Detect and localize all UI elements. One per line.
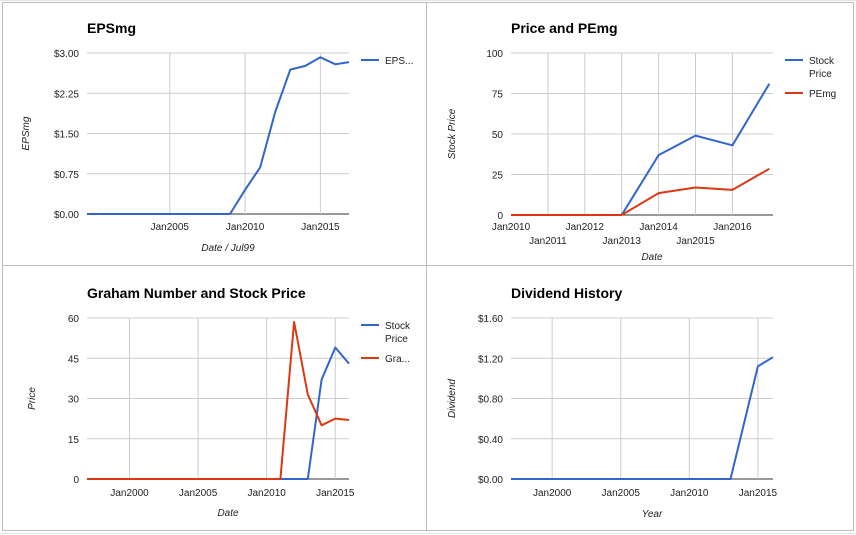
y-tick-label: 60 (68, 314, 80, 325)
y-tick-label: 75 (492, 90, 504, 101)
y-axis-label: Dividend (447, 379, 458, 418)
y-tick-label: $1.20 (478, 354, 503, 365)
series-line-eps (87, 56, 350, 215)
y-tick-label: $0.40 (478, 435, 503, 446)
x-tick-label: Jan2014 (639, 222, 678, 233)
y-tick-label: $0.00 (478, 475, 503, 486)
chart-title: Graham Number and Stock Price (87, 285, 306, 301)
price-pe-chart: Price and PEmg 0 25 50 75 100 Jan2010 Jan2011 Ja… (447, 20, 836, 263)
x-tick-label: Jan2000 (110, 488, 149, 499)
x-tick-label: Jan2011 (529, 236, 567, 247)
y-tick-label: $3.00 (54, 49, 79, 60)
y-tick-label: 15 (68, 435, 80, 446)
x-tick-label: Jan2010 (226, 222, 265, 233)
legend-label: Gra... (385, 354, 410, 365)
y-axis-label: EPSmg (21, 116, 32, 150)
x-axis-label: Date (641, 252, 663, 263)
y-tick-label: 100 (486, 49, 503, 60)
y-axis-label: Stock Price (447, 108, 458, 159)
x-axis-label: Date (217, 508, 239, 519)
series-line-dividend (511, 356, 774, 480)
series-line-gra (87, 321, 350, 480)
x-tick-label: Jan2005 (602, 488, 641, 499)
chart-title: Dividend History (511, 285, 622, 301)
y-tick-label: $1.60 (478, 314, 503, 325)
background-divider (0, 533, 856, 534)
y-axis-label: Price (27, 387, 38, 410)
chart-panel-price: Price and PEmg 0 25 50 75 100 Jan2010 Jan2011 Ja… (426, 2, 854, 266)
y-tick-label: $0.80 (478, 395, 503, 406)
y-tick-label: $0.00 (54, 210, 79, 221)
x-tick-label: Jan2013 (603, 236, 642, 247)
y-tick-label: 0 (497, 211, 503, 222)
chart-panel-eps: EPSmg $0.00 $0.75 $1.50 $2.25 $3.00 Jan2005 Jan… (2, 2, 427, 266)
chart-title: EPSmg (87, 20, 136, 36)
x-tick-label: Jan2015 (316, 488, 355, 499)
x-tick-label: Jan2005 (179, 488, 218, 499)
y-tick-label: 45 (68, 354, 80, 365)
x-tick-label: Jan2010 (670, 488, 709, 499)
x-tick-label: Jan2010 (492, 222, 531, 233)
x-tick-label: Jan2010 (248, 488, 287, 499)
x-axis-label: Year (642, 509, 663, 520)
y-tick-label: 50 (492, 130, 504, 141)
series-line-stock-price (511, 83, 771, 216)
legend-label: EPS... (385, 56, 413, 67)
chart-panel-dividend: Dividend History $0.00 $0.40 $0.80 $1.20 $1.6… (426, 265, 854, 531)
y-tick-label: $2.25 (54, 89, 79, 100)
dividend-chart: Dividend History $0.00 $0.40 $0.80 $1.20 $1.6… (447, 285, 778, 520)
y-tick-label: $1.50 (54, 130, 79, 141)
y-tick-label: $0.75 (54, 170, 79, 181)
x-tick-label: Jan2015 (301, 222, 340, 233)
legend-label: Stock Price (809, 56, 835, 80)
eps-chart: EPSmg $0.00 $0.75 $1.50 $2.25 $3.00 Jan2005 Jan… (21, 20, 413, 254)
chart-title: Price and PEmg (511, 20, 618, 36)
graham-chart: Graham Number and Stock Price 0 15 30 45 60 Ja… (27, 285, 411, 519)
y-tick-label: 0 (73, 475, 79, 486)
legend-label: Stock Price (385, 321, 411, 345)
chart-panel-graham: Graham Number and Stock Price 0 15 30 45 60 Ja… (2, 265, 427, 531)
x-axis-label: Date / Jul99 (201, 243, 255, 254)
legend-label: PEmg (809, 89, 836, 100)
y-tick-label: 30 (68, 395, 80, 406)
series-line-pemg (511, 167, 770, 216)
x-tick-label: Jan2015 (739, 488, 778, 499)
x-tick-label: Jan2015 (676, 236, 715, 247)
series-line-stock-price (87, 346, 350, 480)
background-divider (0, 0, 856, 1)
x-tick-label: Jan2000 (533, 488, 572, 499)
x-tick-label: Jan2016 (713, 222, 752, 233)
x-tick-label: Jan2012 (566, 222, 605, 233)
y-tick-label: 25 (492, 171, 504, 182)
x-tick-label: Jan2005 (151, 222, 190, 233)
